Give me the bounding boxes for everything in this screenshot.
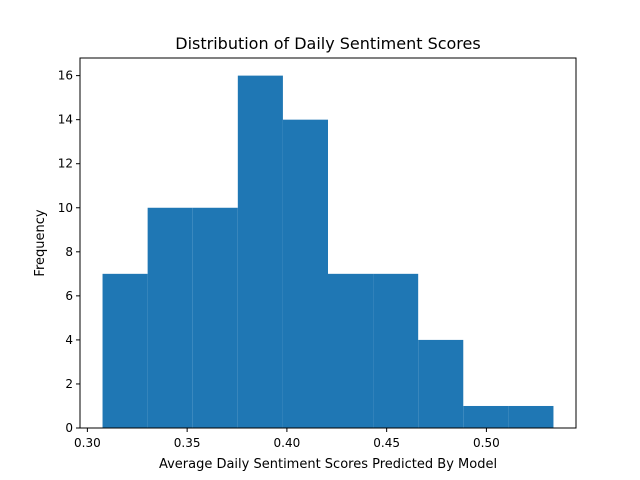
histogram-bar	[418, 339, 464, 428]
histogram-bar	[328, 273, 374, 428]
y-tick-label: 8	[65, 245, 73, 259]
y-tick-label: 4	[65, 333, 73, 347]
y-tick-label: 2	[65, 377, 73, 391]
histogram-bar	[237, 75, 283, 428]
histogram-bar	[147, 207, 193, 428]
histogram-bar	[282, 119, 328, 429]
y-tick-label: 12	[58, 157, 73, 171]
x-tick-label: 0.50	[473, 436, 500, 450]
plot-frame	[79, 57, 577, 429]
y-tick-label: 6	[65, 289, 73, 303]
y-axis-label: Frequency	[33, 209, 48, 276]
y-tick-label: 10	[58, 201, 73, 215]
histogram-bar	[102, 273, 148, 428]
x-axis-ticks: 0.30 0.35 0.40 0.45 0.50	[74, 428, 500, 450]
x-tick-label: 0.30	[74, 436, 101, 450]
x-tick-label: 0.35	[174, 436, 201, 450]
y-axis-ticks: 0 2 4 6 8 10 12 14 16	[58, 69, 80, 435]
histogram-bar	[192, 207, 238, 428]
bars-group	[102, 75, 554, 429]
histogram-bar	[373, 273, 419, 428]
y-tick-label: 0	[65, 421, 73, 435]
x-tick-label: 0.40	[274, 436, 301, 450]
y-tick-label: 14	[58, 113, 73, 127]
histogram-bar	[508, 405, 554, 428]
chart-title: Distribution of Daily Sentiment Scores	[175, 34, 480, 53]
histogram-bar	[463, 405, 509, 428]
x-axis-label: Average Daily Sentiment Scores Predicted…	[159, 457, 497, 472]
x-tick-label: 0.45	[373, 436, 400, 450]
y-tick-label: 16	[58, 69, 73, 83]
